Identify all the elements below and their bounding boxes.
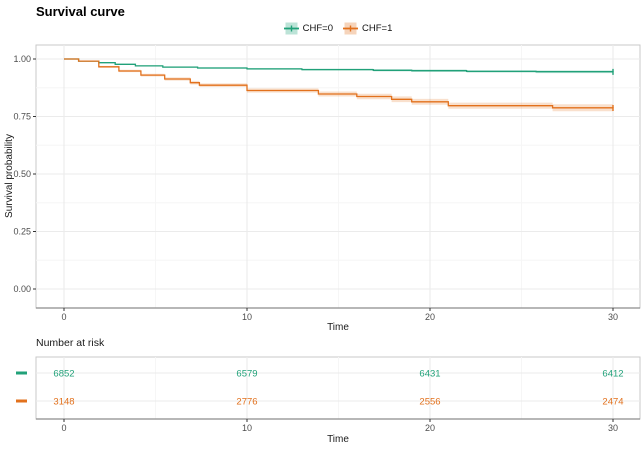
y-tick-label: 0.25 [13,227,31,237]
legend-key-chf1-icon [343,22,358,34]
risk-value: 6431 [419,369,440,380]
ci-band-chf1 [64,59,613,112]
risk-value: 2556 [419,397,440,408]
survival-curve-chf1 [64,58,614,109]
y-tick-label: 0.00 [13,284,31,294]
legend-item-chf1: CHF=1 [343,22,392,35]
risk-x-tick-label: 10 [242,423,252,433]
y-tick-label: 0.50 [13,169,31,179]
legend: CHF=0 CHF=1 [36,19,640,37]
risk-table-title: Number at risk [36,337,105,349]
risk-x-tick-label: 0 [61,423,66,433]
risk-value: 6579 [236,369,257,380]
y-tick-label: 1.00 [13,54,31,64]
x-tick-label: 20 [425,312,435,322]
risk-value: 2474 [602,397,623,408]
legend-item-chf0: CHF=0 [283,22,333,35]
risk-value: 2776 [236,397,257,408]
risk-x-tick-label: 20 [425,423,435,433]
legend-key-chf0-icon [283,22,299,34]
x-tick-label: 30 [608,312,618,322]
y-axis-title: Survival probability [4,134,15,218]
chart-title: Survival curve [36,4,125,19]
y-tick-label: 0.75 [13,112,31,122]
risk-x-axis-title: Time [327,434,349,445]
risk-value: 6852 [53,369,74,380]
x-tick-label: 0 [61,312,66,322]
x-tick-label: 10 [242,312,252,322]
survival-curve-chf0 [64,58,614,73]
risk-value: 6412 [602,369,623,380]
legend-label-chf1: CHF=1 [362,22,393,34]
legend-label-chf0: CHF=0 [302,22,333,34]
main-panel [35,44,641,309]
risk-x-tick-label: 30 [608,423,618,433]
risk-value: 3148 [53,397,74,408]
x-axis-title: Time [327,322,349,333]
risk-panel [35,356,641,420]
